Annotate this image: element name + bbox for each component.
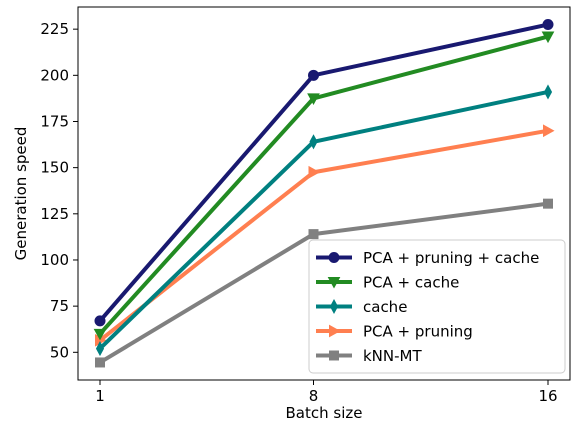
legend-label: cache (363, 298, 407, 316)
y-tick-label: 100 (40, 251, 69, 269)
legend-label: kNN-MT (363, 347, 422, 365)
data-point (308, 229, 319, 240)
y-axis-label: Generation speed (12, 127, 30, 261)
legend-label: PCA + pruning + cache (363, 249, 539, 267)
legend-label: PCA + pruning (363, 323, 473, 341)
series-group (95, 84, 553, 357)
y-tick-label: 200 (40, 66, 69, 84)
y-tick-label: 125 (40, 205, 69, 223)
x-tick-label: 16 (538, 387, 557, 405)
series-group (94, 19, 554, 327)
data-point (95, 341, 105, 357)
series-group (95, 124, 555, 347)
legend-marker (329, 324, 341, 338)
data-point (95, 357, 105, 368)
x-axis-label: Batch size (286, 404, 363, 422)
legend: PCA + pruning + cache PCA + cache cache PCA… (308, 239, 566, 374)
x-axis: 1 8 16 (95, 380, 558, 405)
legend-marker (327, 277, 341, 289)
legend-marker (328, 252, 340, 263)
series-group (93, 31, 555, 341)
legend-entry: PCA + pruning (316, 323, 473, 341)
y-tick-label: 225 (40, 20, 69, 38)
series-group (95, 198, 553, 368)
data-point (307, 93, 320, 105)
data-point (543, 84, 553, 100)
y-axis: 50 75 100 125 150 175 200 225 (40, 20, 78, 361)
x-tick-label: 8 (309, 387, 319, 405)
data-point (93, 328, 107, 341)
data-point (94, 315, 106, 327)
legend-marker (329, 298, 339, 315)
y-tick-label: 175 (40, 112, 69, 130)
legend-entry: cache (316, 298, 407, 316)
data-point (542, 19, 554, 31)
legend-entry: PCA + pruning + cache (316, 249, 539, 267)
x-tick-label: 1 (95, 387, 105, 405)
data-point (543, 198, 553, 209)
legend-box (308, 239, 566, 374)
y-tick-label: 50 (50, 343, 69, 361)
data-point (308, 165, 321, 179)
y-tick-label: 150 (40, 159, 69, 177)
data-point (309, 134, 318, 150)
data-point (541, 31, 555, 44)
legend-entry: kNN-MT (316, 347, 422, 365)
y-tick-label: 75 (50, 297, 69, 315)
legend-marker (329, 350, 339, 361)
series-layer (93, 19, 555, 368)
data-point (543, 124, 555, 138)
legend-label: PCA + cache (363, 274, 459, 292)
data-point (308, 69, 319, 81)
plot-frame (77, 6, 571, 381)
legend-entry: PCA + cache (316, 274, 459, 292)
